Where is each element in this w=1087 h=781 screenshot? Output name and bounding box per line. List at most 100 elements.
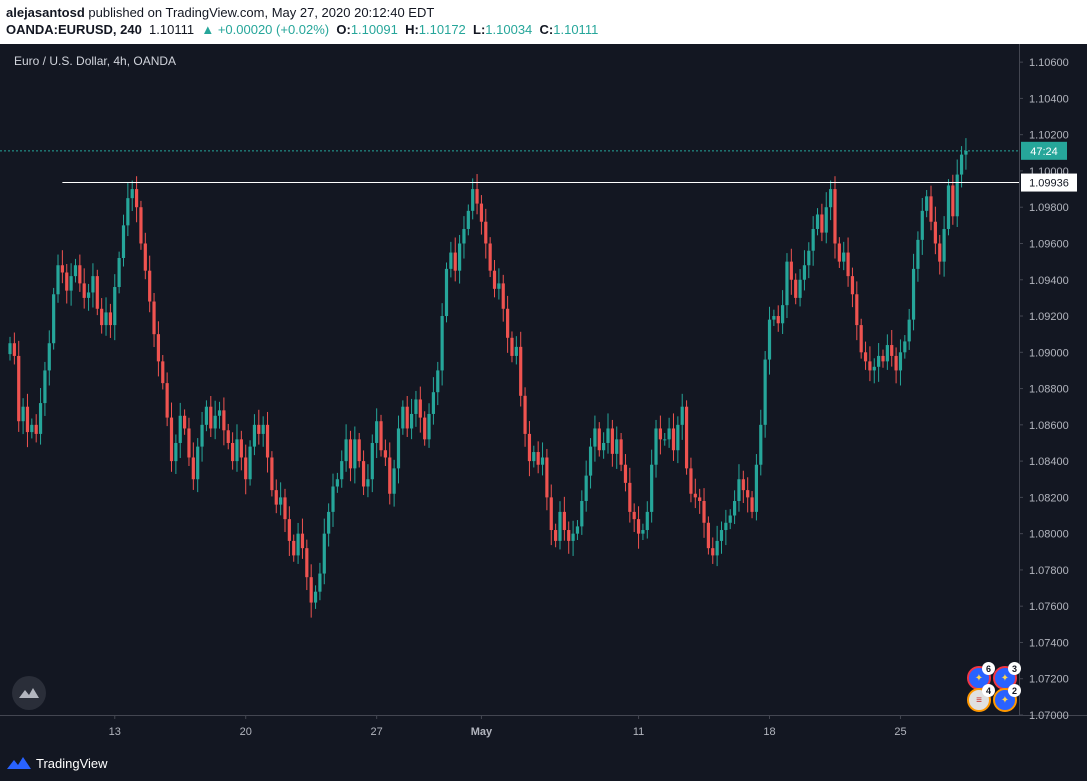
candle-body — [126, 198, 130, 226]
candle-body — [348, 439, 353, 469]
us-flag-icon: ≡ — [976, 694, 982, 706]
candle-body — [292, 540, 296, 556]
candle-body — [641, 530, 645, 534]
time-axis[interactable]: 13 20 27 May 11 18 25 — [109, 715, 907, 738]
candle-body — [501, 283, 505, 309]
x-tick-label: 25 — [894, 726, 906, 738]
candle-body — [593, 428, 597, 447]
candle-body — [152, 301, 156, 335]
candle-body — [811, 228, 815, 251]
candle-body — [169, 417, 174, 462]
low-label: L: — [473, 22, 486, 37]
price-chart[interactable]: Euro / U.S. Dollar, 4h, OANDA 1.10600 1.1… — [0, 44, 1087, 746]
overlay-lines: 47:24 1.09936 — [0, 141, 1077, 192]
candle-body — [361, 461, 366, 487]
candle-body — [401, 406, 405, 429]
candle-body — [554, 530, 558, 541]
candle-body — [409, 413, 414, 429]
candle-body — [671, 428, 676, 451]
candle-body — [43, 370, 47, 404]
candle-body — [606, 428, 610, 443]
y-tick-label: 1.09000 — [1029, 347, 1069, 359]
candle-body — [217, 410, 222, 416]
candle-body — [728, 515, 732, 523]
symbol-line: OANDA:EURUSD, 240 1.10111 ▲ +0.00020 (+0… — [6, 22, 598, 37]
event-badge[interactable]: ≡ 4 — [967, 684, 995, 712]
publish-header: alejasantosd published on TradingView.co… — [0, 0, 1087, 44]
candle-body — [829, 189, 833, 208]
eu-flag-icon: ✦ — [974, 672, 984, 684]
candle-body — [357, 439, 361, 462]
candle-body — [82, 283, 86, 298]
candle-body — [366, 479, 370, 487]
event-count: 6 — [982, 662, 995, 675]
author-name[interactable]: alejasantosd — [6, 5, 85, 20]
level-price-tag — [1021, 173, 1077, 192]
x-tick-label: 18 — [763, 726, 775, 738]
candle-body — [25, 406, 30, 433]
eu-flag-icon: ✦ — [1000, 694, 1010, 706]
candle-body — [257, 424, 261, 434]
candle-body — [715, 540, 719, 556]
candle-body — [379, 421, 383, 451]
candle-body — [588, 446, 593, 476]
brand[interactable]: TradingView — [6, 755, 108, 771]
candle-body — [772, 316, 776, 320]
y-tick-label: 1.10200 — [1029, 130, 1069, 142]
y-tick-label: 1.07800 — [1029, 565, 1069, 577]
chart-background — [0, 44, 1087, 746]
x-tick-label: 20 — [240, 726, 252, 738]
last-price: 1.10111 — [149, 22, 195, 37]
candle-body — [187, 428, 191, 458]
candle-body — [335, 479, 339, 487]
candle-body — [318, 573, 322, 592]
candle-body — [711, 548, 715, 556]
candle-body — [69, 276, 73, 291]
event-badge[interactable]: ✦ 2 — [993, 684, 1021, 712]
candle-body — [833, 189, 837, 244]
candle-body — [794, 279, 798, 298]
candle-body — [571, 533, 575, 541]
y-tick-label: 1.07400 — [1029, 637, 1069, 649]
candle-body — [283, 497, 287, 520]
candle-body — [549, 497, 553, 531]
countdown-label: 47:24 — [1030, 146, 1058, 158]
candle-body — [540, 457, 545, 465]
candle-body — [767, 319, 772, 360]
candle-body — [375, 421, 379, 443]
candle-body — [798, 279, 802, 298]
publish-info: published on TradingView.com, May 27, 20… — [84, 5, 435, 20]
tradingview-watermark[interactable] — [12, 676, 46, 710]
candle-body — [270, 457, 274, 491]
candle-body — [584, 475, 588, 502]
event-badge[interactable]: ✦ 3 — [993, 662, 1021, 690]
candle-body — [200, 424, 204, 447]
candle-body — [916, 239, 920, 269]
candle-body — [610, 428, 614, 454]
candle-body — [174, 442, 178, 462]
candle-body — [911, 268, 916, 320]
candle-body — [898, 352, 903, 371]
open-label: O: — [336, 22, 351, 37]
candle-body — [776, 316, 780, 324]
candle-body — [942, 228, 946, 262]
high-label: H: — [405, 22, 419, 37]
candle-body — [370, 442, 374, 480]
candle-body — [951, 185, 955, 217]
candle-body — [8, 343, 12, 355]
candle-body — [47, 343, 51, 371]
candle-body — [676, 424, 680, 451]
candle-body — [689, 468, 693, 494]
candle-body — [510, 337, 514, 356]
y-tick-label: 1.08800 — [1029, 384, 1069, 396]
candle-body — [964, 150, 968, 155]
candle-body — [820, 214, 824, 233]
candle-body — [383, 450, 387, 458]
close-label: C: — [539, 22, 554, 37]
candle-body — [863, 352, 868, 362]
candle-body — [56, 265, 60, 295]
candle-body — [265, 424, 270, 458]
candle-body — [418, 399, 422, 418]
candle-body — [890, 345, 894, 356]
candle-body — [623, 464, 628, 483]
